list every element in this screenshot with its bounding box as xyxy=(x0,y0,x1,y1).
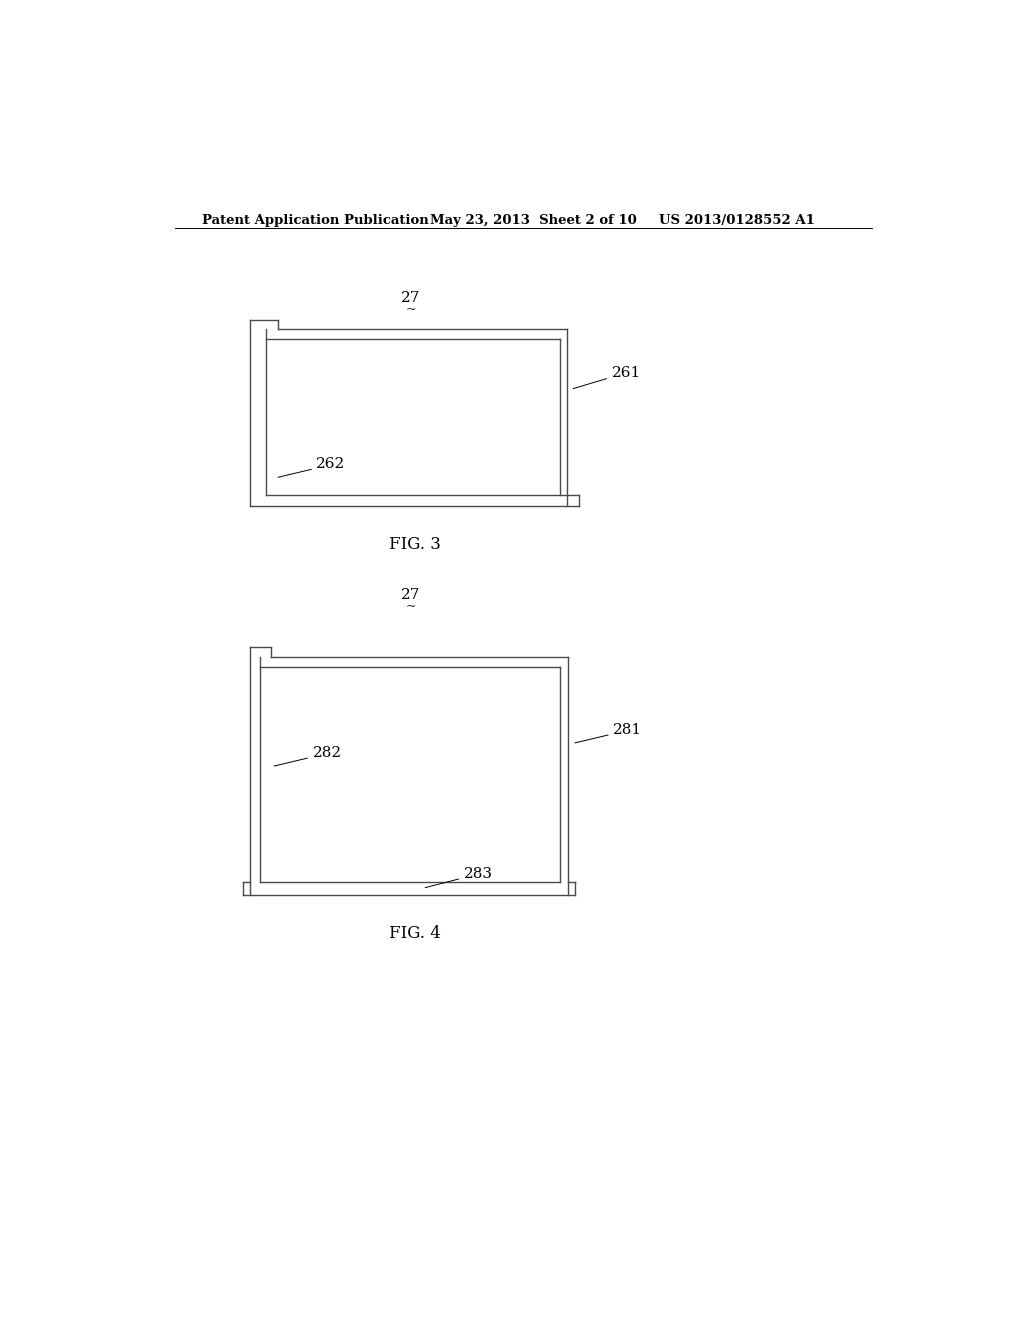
Text: ~: ~ xyxy=(406,601,416,614)
Text: ~: ~ xyxy=(406,304,416,317)
Text: 281: 281 xyxy=(613,723,642,737)
Text: US 2013/0128552 A1: US 2013/0128552 A1 xyxy=(658,214,815,227)
Text: May 23, 2013  Sheet 2 of 10: May 23, 2013 Sheet 2 of 10 xyxy=(430,214,637,227)
Text: FIG. 4: FIG. 4 xyxy=(389,924,440,941)
Text: FIG. 3: FIG. 3 xyxy=(389,536,440,553)
Text: Patent Application Publication: Patent Application Publication xyxy=(202,214,428,227)
Text: 282: 282 xyxy=(312,746,342,760)
Text: 283: 283 xyxy=(464,867,493,880)
Text: 27: 27 xyxy=(401,589,421,602)
Text: 27: 27 xyxy=(401,290,421,305)
Text: 262: 262 xyxy=(316,457,345,471)
Text: 261: 261 xyxy=(611,366,641,380)
